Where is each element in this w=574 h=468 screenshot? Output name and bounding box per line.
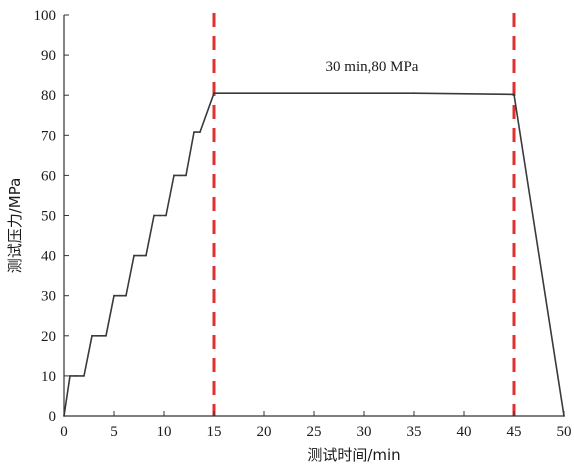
y-tick-label: 100 [34, 8, 57, 24]
y-tick-label: 30 [41, 289, 56, 305]
x-tick-label: 5 [110, 424, 118, 440]
axes [63, 15, 564, 417]
y-tick-label: 90 [41, 48, 56, 64]
y-tick-label: 80 [41, 88, 56, 104]
data-point [75, 375, 77, 377]
annotation-label: 30 min,80 MPa [326, 59, 419, 75]
labels: 0 5 10 15 20 25 30 35 40 45 50 0 10 20 30 40 50 60 70 80 90 1… [6, 8, 572, 464]
data-point [179, 174, 181, 177]
x-tick-label: 35 [407, 424, 422, 440]
y-tick-label: 10 [41, 369, 56, 385]
y-tick-label: 50 [41, 209, 56, 225]
data-point [113, 294, 115, 297]
x-tick-label: 50 [557, 424, 572, 440]
data-point [185, 174, 187, 177]
x-axis-title: 测试时间/min [307, 446, 400, 464]
x-tick-label: 0 [60, 424, 68, 440]
data-point [145, 254, 147, 257]
data-point [69, 375, 71, 377]
y-tick-label: 40 [41, 249, 56, 265]
data-point [125, 294, 127, 297]
data-point [139, 254, 141, 257]
series-line [63, 92, 565, 417]
data-point [199, 131, 201, 133]
data-point [97, 334, 99, 337]
x-tick-label: 40 [457, 424, 472, 440]
data-point [153, 214, 155, 217]
data-point [83, 375, 85, 377]
ticks [63, 14, 565, 417]
data-point [193, 131, 195, 133]
data-point [213, 92, 215, 95]
y-tick-label: 0 [49, 409, 57, 425]
series-group [63, 92, 565, 417]
x-tick-label: 25 [307, 424, 322, 440]
x-tick-label: 30 [357, 424, 372, 440]
data-point [119, 294, 121, 297]
data-point [91, 334, 93, 337]
y-axis-title: 测试压力/MPa [6, 178, 24, 274]
x-tick-label: 20 [257, 424, 272, 440]
data-point [513, 93, 515, 96]
data-point [173, 174, 175, 177]
x-tick-label: 10 [157, 424, 172, 440]
data-point [105, 334, 107, 337]
x-tick-label: 45 [507, 424, 522, 440]
y-tick-label: 60 [41, 168, 56, 184]
data-point [165, 214, 167, 217]
y-tick-label: 20 [41, 329, 56, 345]
x-tick-label: 15 [207, 424, 222, 440]
reference-lines [212, 13, 516, 416]
data-point [413, 92, 415, 95]
data-point [159, 214, 161, 217]
y-tick-label: 70 [41, 128, 56, 144]
data-point [133, 254, 135, 257]
